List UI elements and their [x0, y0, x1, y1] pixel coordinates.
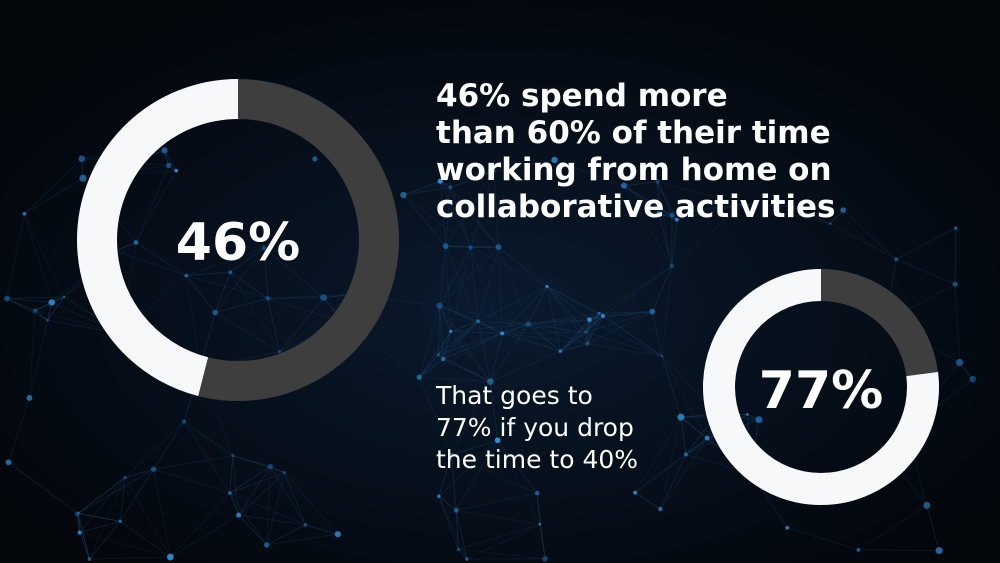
network-nodes — [4, 147, 977, 562]
donut-value-label: 46% — [176, 213, 300, 273]
donut-chart-77: 77% — [703, 269, 939, 505]
donut-value-label: 77% — [759, 361, 883, 421]
donut-value-arc — [703, 269, 939, 505]
subtext: That goes to 77% if you drop the time to… — [436, 381, 639, 474]
headline-text: 46% spend more than 60% of their time wo… — [436, 78, 836, 225]
network-lines — [6, 149, 974, 560]
donut-value-arc — [77, 79, 399, 401]
donut-chart-46: 46% — [77, 79, 399, 401]
